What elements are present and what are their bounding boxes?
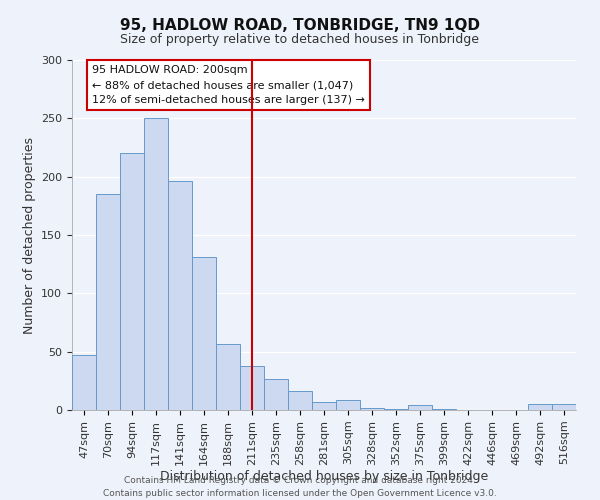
Bar — [264, 378, 288, 410]
Bar — [432, 409, 456, 410]
Bar — [336, 400, 360, 410]
Bar — [288, 392, 312, 410]
Bar — [216, 344, 240, 410]
Bar — [552, 404, 576, 410]
Text: 95, HADLOW ROAD, TONBRIDGE, TN9 1QD: 95, HADLOW ROAD, TONBRIDGE, TN9 1QD — [120, 18, 480, 32]
Bar — [96, 194, 120, 410]
Text: 95 HADLOW ROAD: 200sqm
← 88% of detached houses are smaller (1,047)
12% of semi-: 95 HADLOW ROAD: 200sqm ← 88% of detached… — [92, 66, 365, 105]
Bar — [192, 257, 216, 410]
Bar — [528, 404, 552, 410]
Bar — [72, 355, 96, 410]
Bar — [408, 406, 432, 410]
Bar — [120, 154, 144, 410]
Bar — [384, 409, 408, 410]
Text: Size of property relative to detached houses in Tonbridge: Size of property relative to detached ho… — [121, 32, 479, 46]
Text: Contains HM Land Registry data © Crown copyright and database right 2024.
Contai: Contains HM Land Registry data © Crown c… — [103, 476, 497, 498]
Y-axis label: Number of detached properties: Number of detached properties — [23, 136, 35, 334]
Bar — [240, 366, 264, 410]
Bar — [144, 118, 168, 410]
Bar — [312, 402, 336, 410]
X-axis label: Distribution of detached houses by size in Tonbridge: Distribution of detached houses by size … — [160, 470, 488, 484]
Bar — [168, 182, 192, 410]
Bar — [360, 408, 384, 410]
